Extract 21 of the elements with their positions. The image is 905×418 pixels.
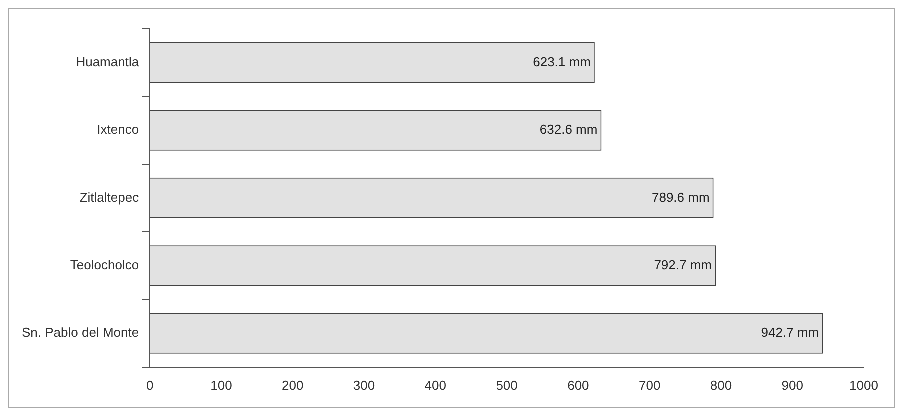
y-tick-label: Teolocholco	[70, 257, 140, 272]
x-tick-label: 600	[568, 378, 590, 393]
y-tick-label: Huamantla	[76, 54, 140, 70]
x-tick-label: 400	[424, 378, 446, 393]
x-tick-label: 0	[146, 378, 154, 393]
data-label: 632.6 mm	[540, 122, 598, 138]
data-label: 623.1 mm	[533, 54, 591, 70]
y-tick-label: Sn. Pablo del Monte	[22, 325, 140, 340]
x-tick-label: 100	[210, 378, 232, 393]
data-label: 789.6 mm	[652, 190, 710, 205]
data-label: 942.7 mm	[761, 325, 820, 340]
x-tick-label: 500	[496, 378, 518, 393]
x-tick-label: 900	[782, 378, 804, 393]
x-tick-label: 800	[710, 378, 732, 393]
data-label: 792.7 mm	[654, 257, 712, 272]
y-tick-label: Zitlaltepec	[80, 190, 140, 205]
x-tick-label: 1000	[850, 378, 878, 393]
x-tick-label: 200	[282, 378, 304, 393]
x-tick-label: 300	[353, 378, 376, 393]
x-tick-label: 700	[638, 378, 661, 393]
y-tick-label: Ixtenco	[97, 122, 140, 138]
